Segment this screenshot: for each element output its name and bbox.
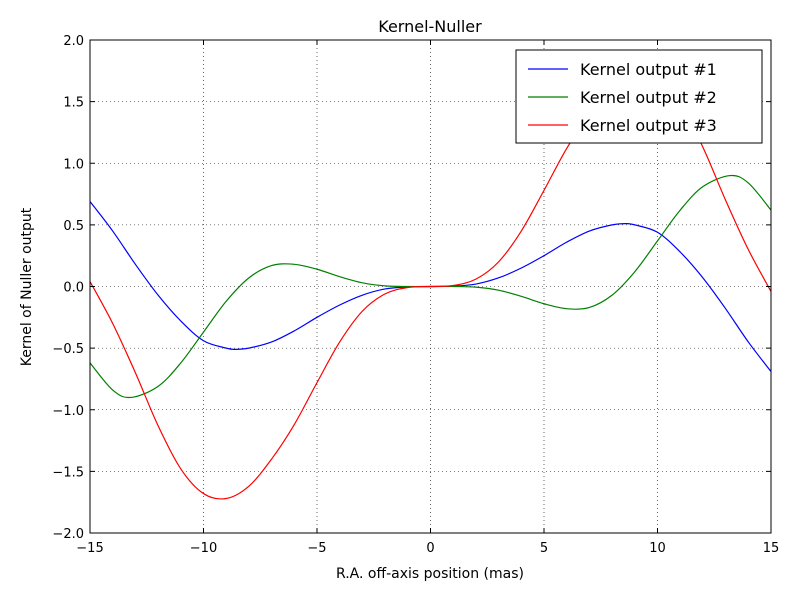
x-tick-label: −15	[76, 541, 103, 556]
x-tick-label: −5	[307, 541, 326, 556]
x-tick-label: 0	[426, 541, 434, 556]
y-tick-label: −0.5	[52, 342, 84, 357]
y-tick-label: 0.5	[63, 219, 84, 234]
x-axis-label: R.A. off-axis position (mas)	[336, 566, 524, 582]
y-tick-label: −1.0	[52, 404, 84, 419]
x-tick-label: 15	[763, 541, 780, 556]
x-tick-label: 5	[540, 541, 548, 556]
legend-label-1: Kernel output #1	[580, 60, 717, 79]
legend-label-3: Kernel output #3	[580, 116, 717, 135]
chart-title: Kernel-Nuller	[378, 17, 482, 36]
y-tick-label: −1.5	[52, 465, 84, 480]
y-tick-label: 1.5	[63, 96, 84, 111]
y-tick-label: 1.0	[63, 157, 84, 172]
x-tick-label: −10	[190, 541, 217, 556]
x-tick-label: 10	[649, 541, 666, 556]
y-axis-label: Kernel of Nuller output	[19, 207, 35, 366]
y-tick-label: 0.0	[63, 281, 84, 296]
y-tick-label: 2.0	[63, 34, 84, 49]
legend: Kernel output #1 Kernel output #2 Kernel…	[515, 49, 763, 144]
legend-label-2: Kernel output #2	[580, 88, 717, 107]
ticks: −15 −10 −5 0 5 10 15 −2.0 −1.5 −1.0 −0.5 0.0 0.5 1.0 1…	[52, 34, 779, 556]
y-tick-label: −2.0	[52, 527, 84, 542]
